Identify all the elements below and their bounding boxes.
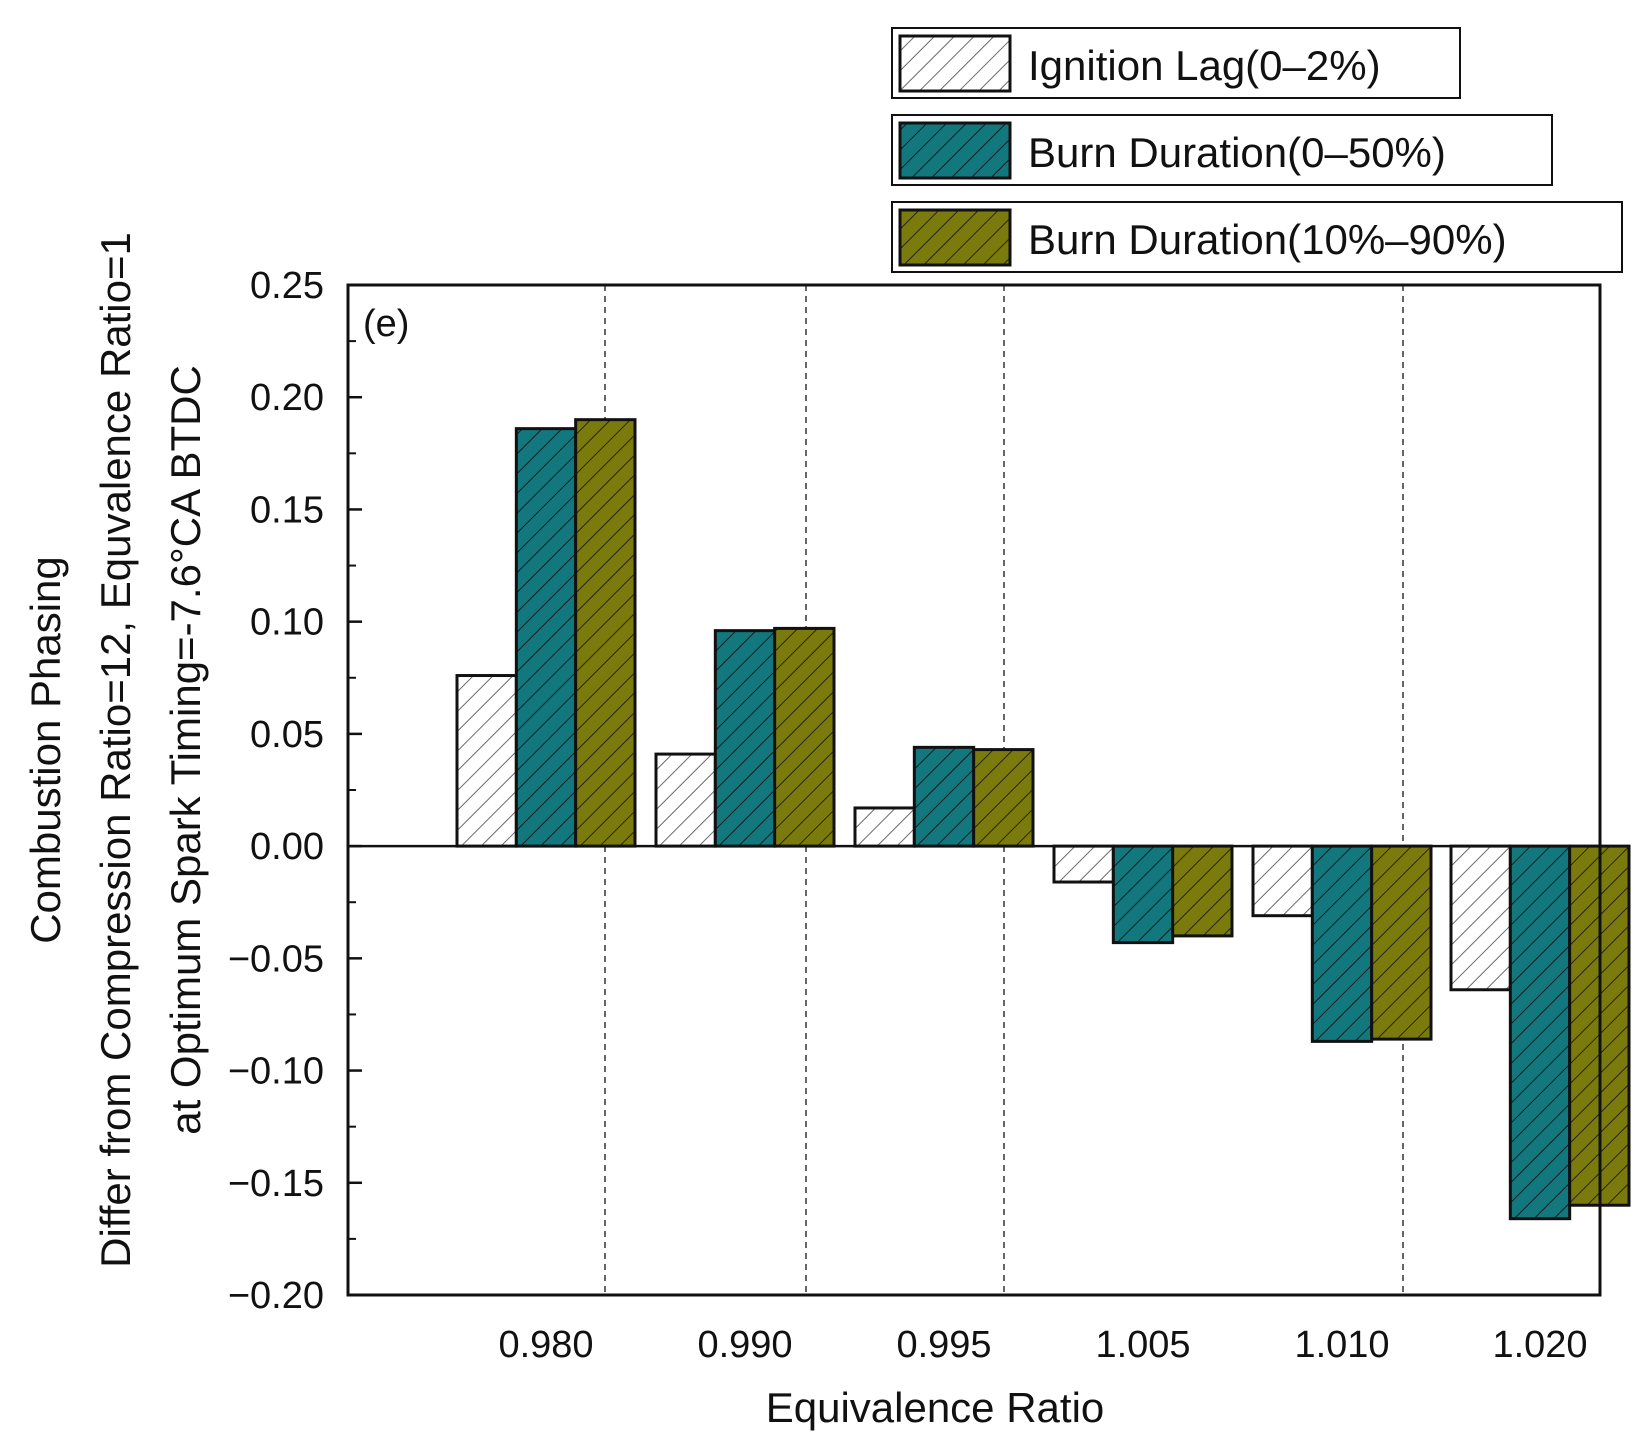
- bar-ignition-lag-0.995: [853, 806, 916, 848]
- legend-item-burn-10-90: Burn Duration(10%–90%): [891, 201, 1623, 273]
- x-axis-title: Equivalence Ratio: [766, 1384, 1105, 1431]
- y-ticks: 0.25 0.20 0.15 0.10 0.05 0.00 −0.05 −0.10 −0.15 −…: [228, 265, 362, 1317]
- y-tick-label: 0.25: [250, 265, 324, 307]
- x-tick-label-1.005: 1.005: [1095, 1324, 1190, 1366]
- y-tick-label: 0.15: [250, 489, 324, 531]
- bar-burn-10-90-0.980: [574, 418, 637, 848]
- legend-label-ignition-lag: Ignition Lag(0–2%): [1028, 42, 1381, 89]
- bar-burn-0-50-0.995: [912, 745, 976, 848]
- y-tick-label: −0.15: [228, 1163, 324, 1205]
- y-axis-title-line-3: at Optimum Spark Timing=-7.6°CA BTDC: [162, 365, 209, 1135]
- bar-ignition-lag-1.005: [1052, 844, 1115, 884]
- bar-ignition-lag-1.010: [1251, 844, 1314, 918]
- legend-swatch-ignition-lag: [898, 34, 1012, 93]
- bars: [455, 418, 1631, 1221]
- y-tick-label: 0.00: [250, 826, 324, 868]
- legend-swatch-burn-0-50: [898, 121, 1012, 180]
- bar-burn-0-50-1.020: [1508, 844, 1572, 1221]
- bar-ignition-lag-0.990: [654, 752, 717, 848]
- legend-item-burn-0-50: Burn Duration(0–50%): [891, 114, 1553, 186]
- y-axis-title: Combustion Phasing Differ from Compressi…: [22, 232, 209, 1268]
- legend-item-ignition-lag: Ignition Lag(0–2%): [891, 27, 1461, 99]
- y-tick-label: −0.05: [228, 938, 324, 980]
- y-tick-label: 0.10: [250, 602, 324, 644]
- x-tick-label-1.010: 1.010: [1294, 1324, 1389, 1366]
- bar-ignition-lag-0.980: [455, 674, 518, 848]
- x-ticks: 0.980 0.990 0.995 1.005 1.010 1.020: [498, 1324, 1587, 1366]
- y-tick-label: 0.20: [250, 377, 324, 419]
- bar-burn-0-50-0.980: [514, 427, 578, 848]
- bar-burn-10-90-0.990: [773, 626, 836, 848]
- x-tick-label-0.995: 0.995: [896, 1324, 991, 1366]
- legend-swatch-burn-10-90: [898, 208, 1012, 267]
- legend-label-burn-10-90: Burn Duration(10%–90%): [1028, 216, 1507, 263]
- bar-burn-0-50-0.990: [713, 629, 777, 848]
- y-tick-label: −0.20: [228, 1275, 324, 1317]
- x-tick-label-0.990: 0.990: [697, 1324, 792, 1366]
- legend-label-burn-0-50: Burn Duration(0–50%): [1028, 129, 1446, 176]
- legend: Ignition Lag(0–2%) Burn Duration(0–50%) …: [891, 27, 1623, 273]
- y-tick-label: 0.05: [250, 714, 324, 756]
- panel-label: (e): [363, 303, 409, 345]
- bar-burn-10-90-1.005: [1171, 844, 1234, 938]
- x-tick-label-0.980: 0.980: [498, 1324, 593, 1366]
- y-tick-label: −0.10: [228, 1051, 324, 1093]
- bar-ignition-lag-1.020: [1449, 844, 1512, 992]
- bar-burn-10-90-0.995: [972, 748, 1035, 848]
- y-axis-title-line-1: Combustion Phasing: [22, 556, 69, 944]
- y-axis-title-line-2: Differ from Compression Ratio=12, Equval…: [92, 232, 139, 1268]
- bar-burn-0-50-1.010: [1310, 844, 1374, 1043]
- bar-burn-10-90-1.010: [1370, 844, 1433, 1041]
- x-tick-label-1.020: 1.020: [1492, 1324, 1587, 1366]
- bar-burn-0-50-1.005: [1111, 844, 1175, 945]
